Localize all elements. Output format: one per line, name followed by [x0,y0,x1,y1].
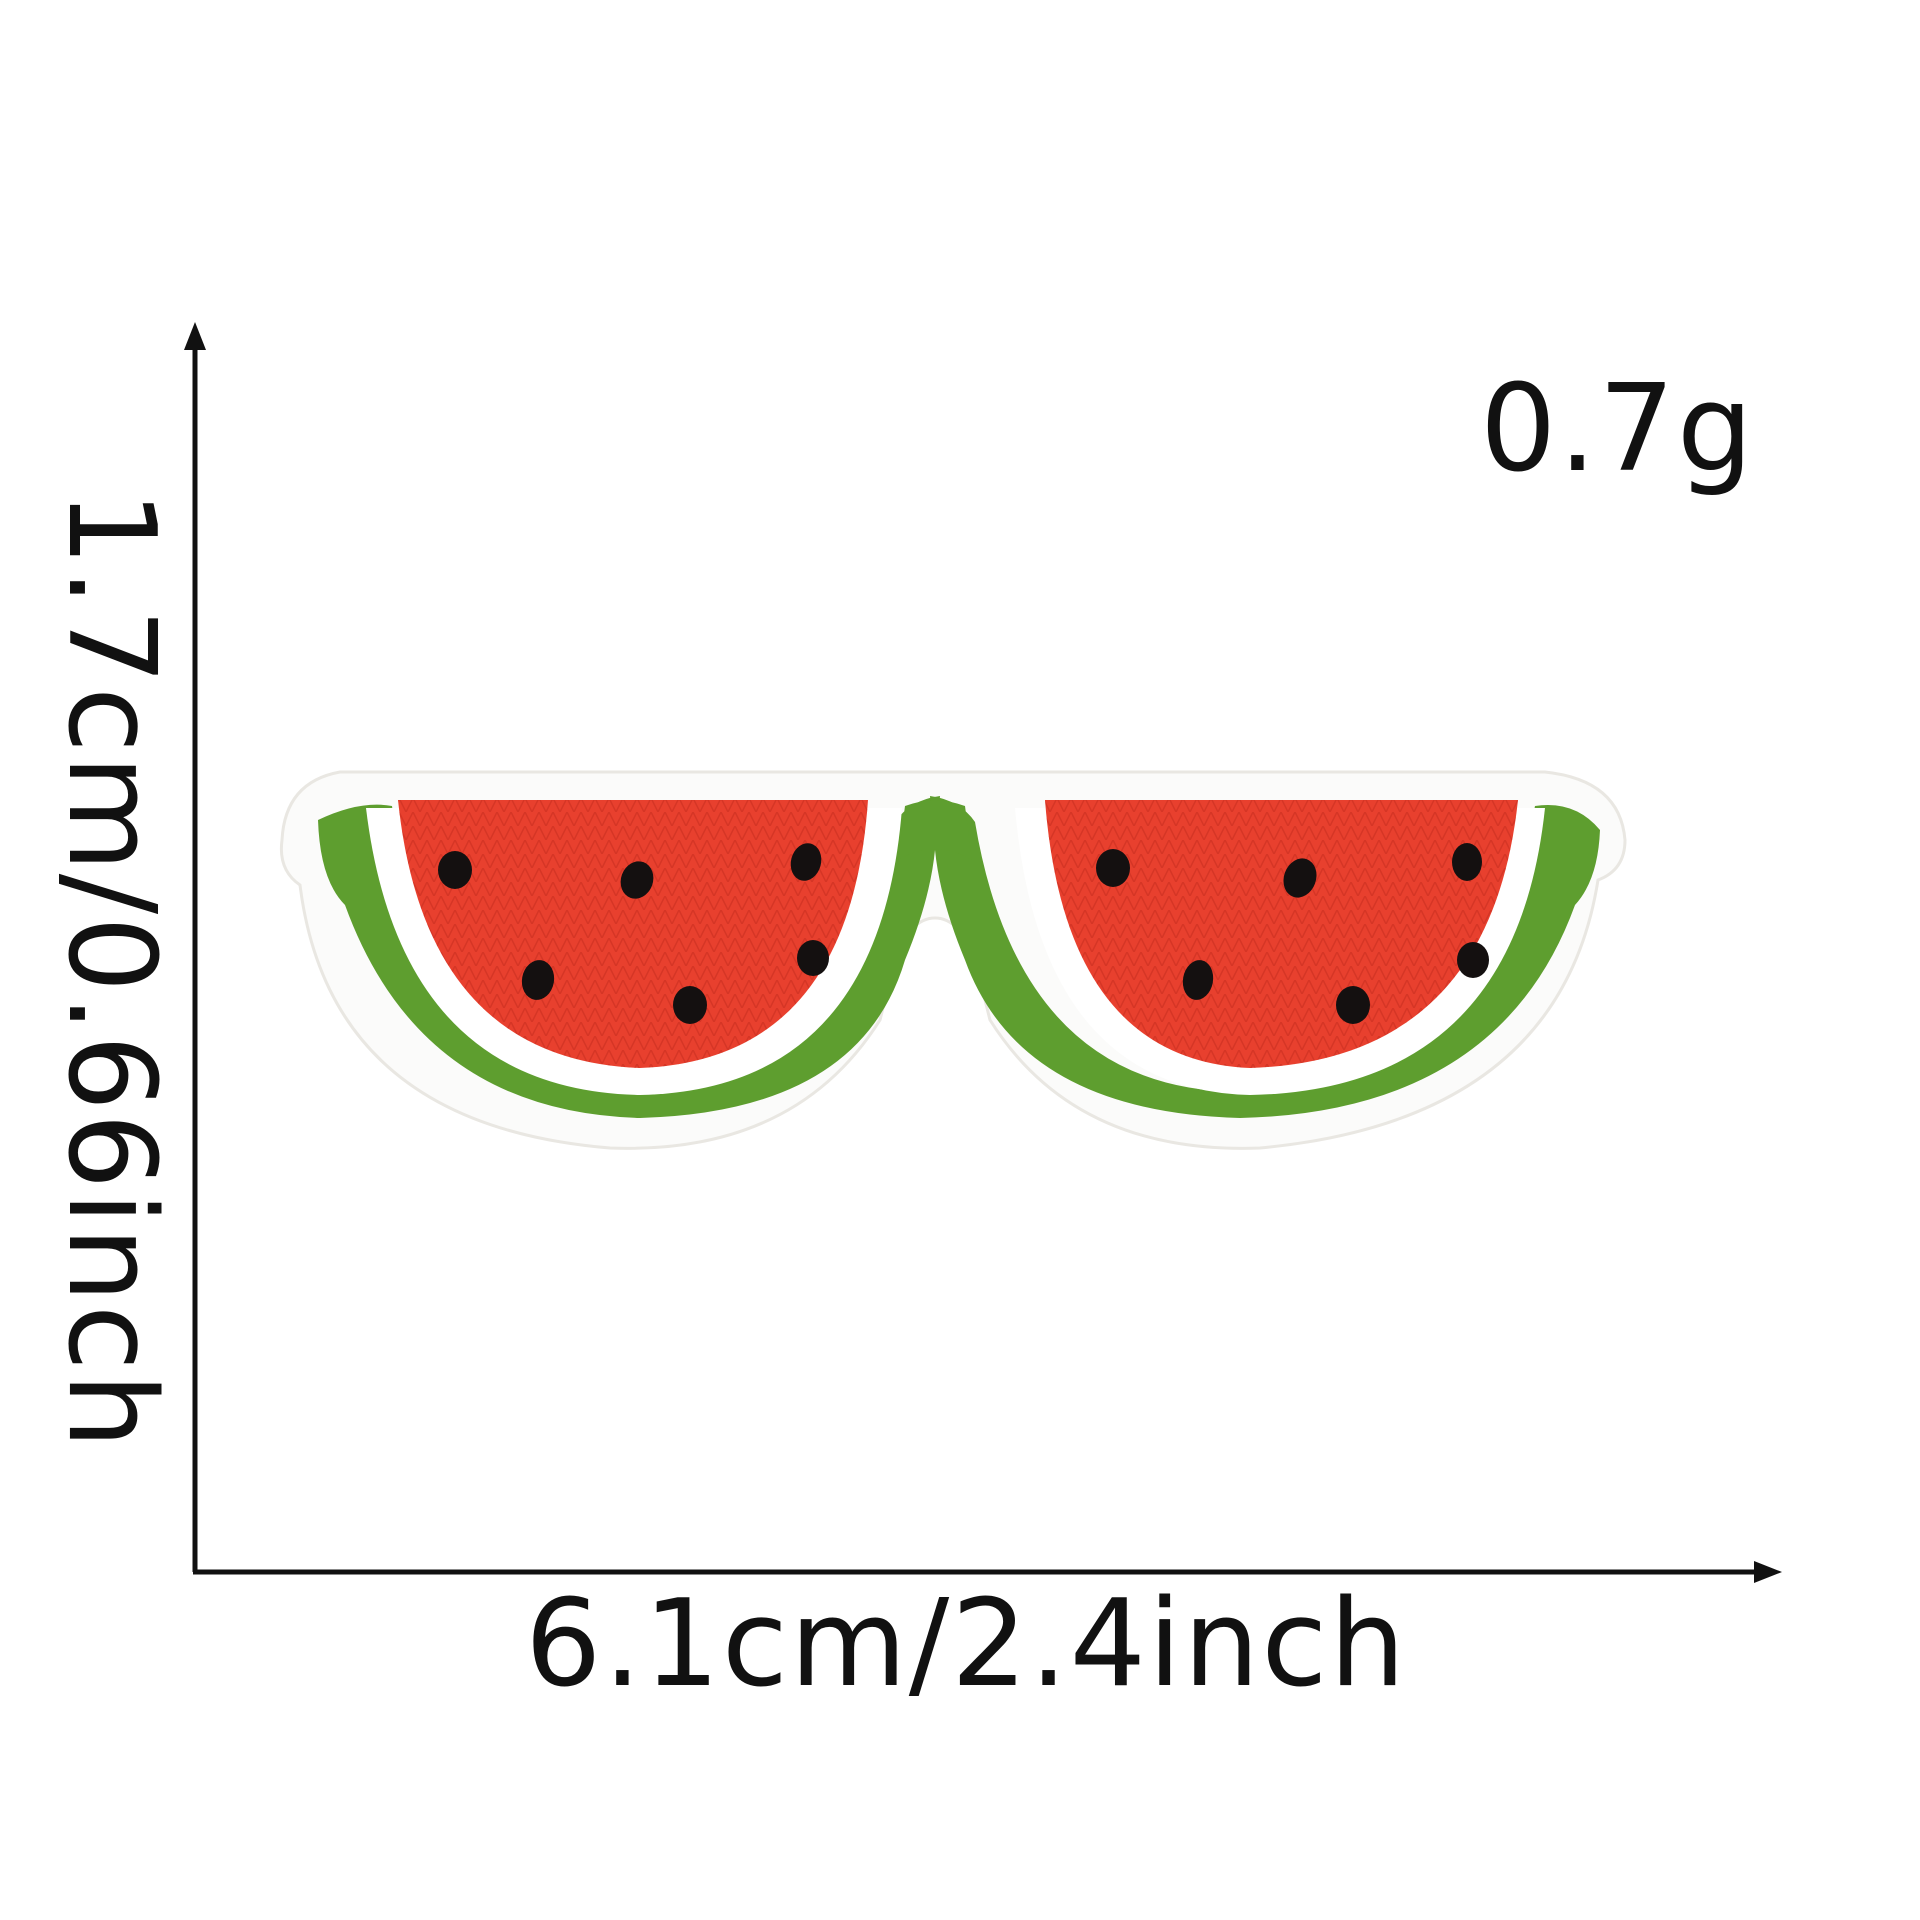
seed-icon [521,960,555,1000]
seed-icon [438,851,472,889]
seed-icon [1452,843,1482,881]
seed-icon [1283,858,1317,898]
height-dimension-label: 1.7cm/0.66inch [41,490,180,1451]
up-arrow-icon [184,322,206,350]
right-arrow-icon [1754,1561,1782,1583]
left-slice-seeds [438,843,829,1024]
width-dimension-label: 6.1cm/2.4inch [525,1575,1408,1714]
seed-icon [1457,942,1489,978]
seed-icon [673,986,707,1024]
patch-bridge [898,800,972,860]
seed-icon [1096,849,1130,887]
seed-icon [797,940,829,976]
seed-icon [1182,960,1214,1000]
right-slice-seeds [1096,843,1489,1024]
weight-label: 0.7g [1480,360,1756,499]
seed-icon [620,861,654,899]
seed-icon [790,843,822,881]
seed-icon [1336,986,1370,1024]
